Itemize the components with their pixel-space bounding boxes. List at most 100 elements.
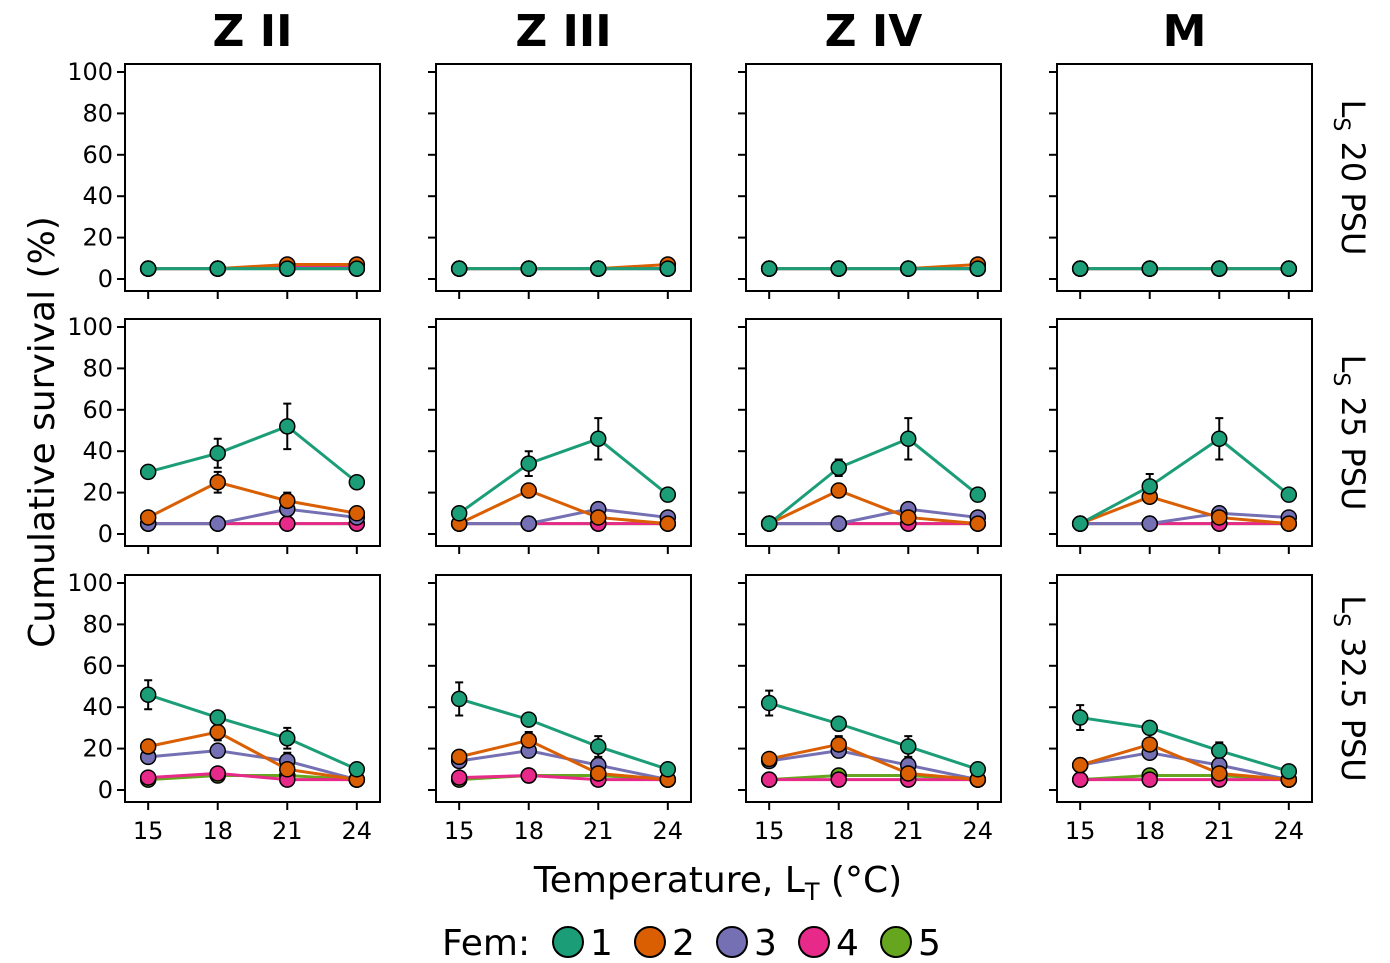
x-tick-label: 18 xyxy=(823,817,854,845)
data-point-fem-2 xyxy=(1211,765,1228,782)
data-point-fem-1 xyxy=(1141,719,1158,737)
data-point-fem-2 xyxy=(209,723,226,741)
legend-swatch-fem-1 xyxy=(552,926,584,958)
panels: 0 20 40 60 80 100 0 20 40 60 80 100 0 20 40 60 80 100 15 18… xyxy=(67,58,1313,845)
y-axis-title: Cumulative survival (%) xyxy=(22,216,63,648)
data-point-fem-1 xyxy=(139,260,157,277)
data-point-fem-1 xyxy=(1071,709,1089,726)
x-tick-label: 24 xyxy=(1274,817,1305,845)
row-title-subscript: S xyxy=(1328,372,1353,386)
legend-swatch-fem-4 xyxy=(798,926,830,958)
column-title: Z IV xyxy=(825,6,923,57)
data-point-fem-4 xyxy=(279,515,296,532)
series-line-fem-4 xyxy=(148,771,357,782)
data-point-fem-2 xyxy=(520,482,537,499)
panel-frame xyxy=(124,63,381,292)
data-point-fem-1 xyxy=(1211,742,1228,759)
row-title-rest: 25 PSU xyxy=(1334,386,1372,510)
data-point-fem-3 xyxy=(520,515,537,532)
x-axis-title-main: Temperature, L xyxy=(533,860,805,901)
y-tick-label: 20 xyxy=(82,479,113,507)
x-tick-label: 15 xyxy=(1065,817,1096,845)
data-point-fem-2 xyxy=(279,761,296,778)
data-point-fem-1 xyxy=(450,505,468,522)
row-title: LS 32.5 PSU xyxy=(1328,595,1372,781)
x-tick-label: 24 xyxy=(963,817,994,845)
series-line-fem-3 xyxy=(148,507,357,526)
panel-frame xyxy=(124,574,381,803)
data-point-fem-1 xyxy=(659,260,677,277)
column-title: M xyxy=(1163,6,1207,57)
data-point-fem-1 xyxy=(830,459,847,477)
x-tick-label: 21 xyxy=(1204,817,1235,845)
series-line-fem-3 xyxy=(459,507,668,526)
panel-frame xyxy=(435,318,692,547)
y-tick-label: 80 xyxy=(82,354,113,382)
y-tick-label: 20 xyxy=(82,224,113,252)
data-point-fem-4 xyxy=(139,769,157,786)
legend-swatch-fem-2 xyxy=(634,926,666,958)
data-point-fem-1 xyxy=(830,715,847,733)
y-tick-label: 100 xyxy=(67,58,113,86)
data-point-fem-1 xyxy=(450,690,468,708)
data-point-fem-2 xyxy=(900,765,917,782)
x-tick-label: 21 xyxy=(893,817,924,845)
series-line-fem-1 xyxy=(1079,436,1290,525)
panel-frame xyxy=(1056,63,1313,292)
panel xyxy=(738,318,1002,554)
legend-swatch-fem-5 xyxy=(880,926,912,958)
data-point-fem-1 xyxy=(348,761,366,778)
data-point-fem-1 xyxy=(659,761,677,778)
data-point-fem-2 xyxy=(209,474,226,491)
data-point-fem-1 xyxy=(279,730,296,747)
series-line-fem-4 xyxy=(459,774,668,782)
y-tick-label: 0 xyxy=(98,776,113,804)
data-point-fem-1 xyxy=(348,474,366,491)
data-point-fem-2 xyxy=(279,492,296,510)
data-point-fem-2 xyxy=(900,509,917,526)
legend-label: 4 xyxy=(836,923,859,963)
data-point-fem-1 xyxy=(450,260,468,277)
panel-frame xyxy=(745,574,1002,803)
legend-label: 2 xyxy=(672,923,695,963)
data-point-fem-4 xyxy=(830,771,847,788)
series-line-fem-1 xyxy=(768,437,979,525)
y-tick-label: 40 xyxy=(82,437,113,465)
data-point-fem-2 xyxy=(590,509,607,526)
data-point-fem-1 xyxy=(139,463,157,481)
data-point-fem-1 xyxy=(520,260,537,277)
data-point-fem-1 xyxy=(969,260,987,277)
x-tick-label: 15 xyxy=(754,817,785,845)
panel: 15 18 21 24 xyxy=(1049,574,1313,845)
series-line-fem-1 xyxy=(768,701,979,771)
row-title-subscript: S xyxy=(1328,117,1353,131)
row-title-main: L xyxy=(1334,595,1372,613)
y-tick-label: 80 xyxy=(82,610,113,638)
data-point-fem-1 xyxy=(969,761,987,778)
x-tick-label: 21 xyxy=(272,817,303,845)
data-point-fem-1 xyxy=(659,486,677,503)
data-point-fem-1 xyxy=(1280,260,1298,277)
y-tick-label: 20 xyxy=(82,735,113,763)
panel-frame xyxy=(1056,318,1313,547)
row-title-rest: 32.5 PSU xyxy=(1334,627,1372,782)
series-line-fem-2 xyxy=(768,488,978,526)
row-title-main: L xyxy=(1334,355,1372,373)
series-line-fem-2 xyxy=(1079,495,1289,526)
data-point-fem-2 xyxy=(1211,509,1228,526)
data-point-fem-4 xyxy=(209,765,226,782)
data-point-fem-2 xyxy=(450,748,468,766)
legend-label: 1 xyxy=(590,923,613,963)
y-tick-label: 80 xyxy=(82,99,113,127)
series-line-fem-3 xyxy=(148,749,358,782)
legend-label: 5 xyxy=(918,923,941,963)
series-line-fem-2 xyxy=(1079,742,1289,782)
panel xyxy=(738,63,1002,299)
data-point-fem-4 xyxy=(1071,771,1089,788)
data-point-fem-1 xyxy=(590,738,607,755)
data-point-fem-1 xyxy=(279,260,296,277)
data-point-fem-1 xyxy=(209,445,226,462)
column-titles: Z II Z III Z IV M xyxy=(213,6,1207,57)
panel: 0 20 40 60 80 100 xyxy=(67,58,381,299)
